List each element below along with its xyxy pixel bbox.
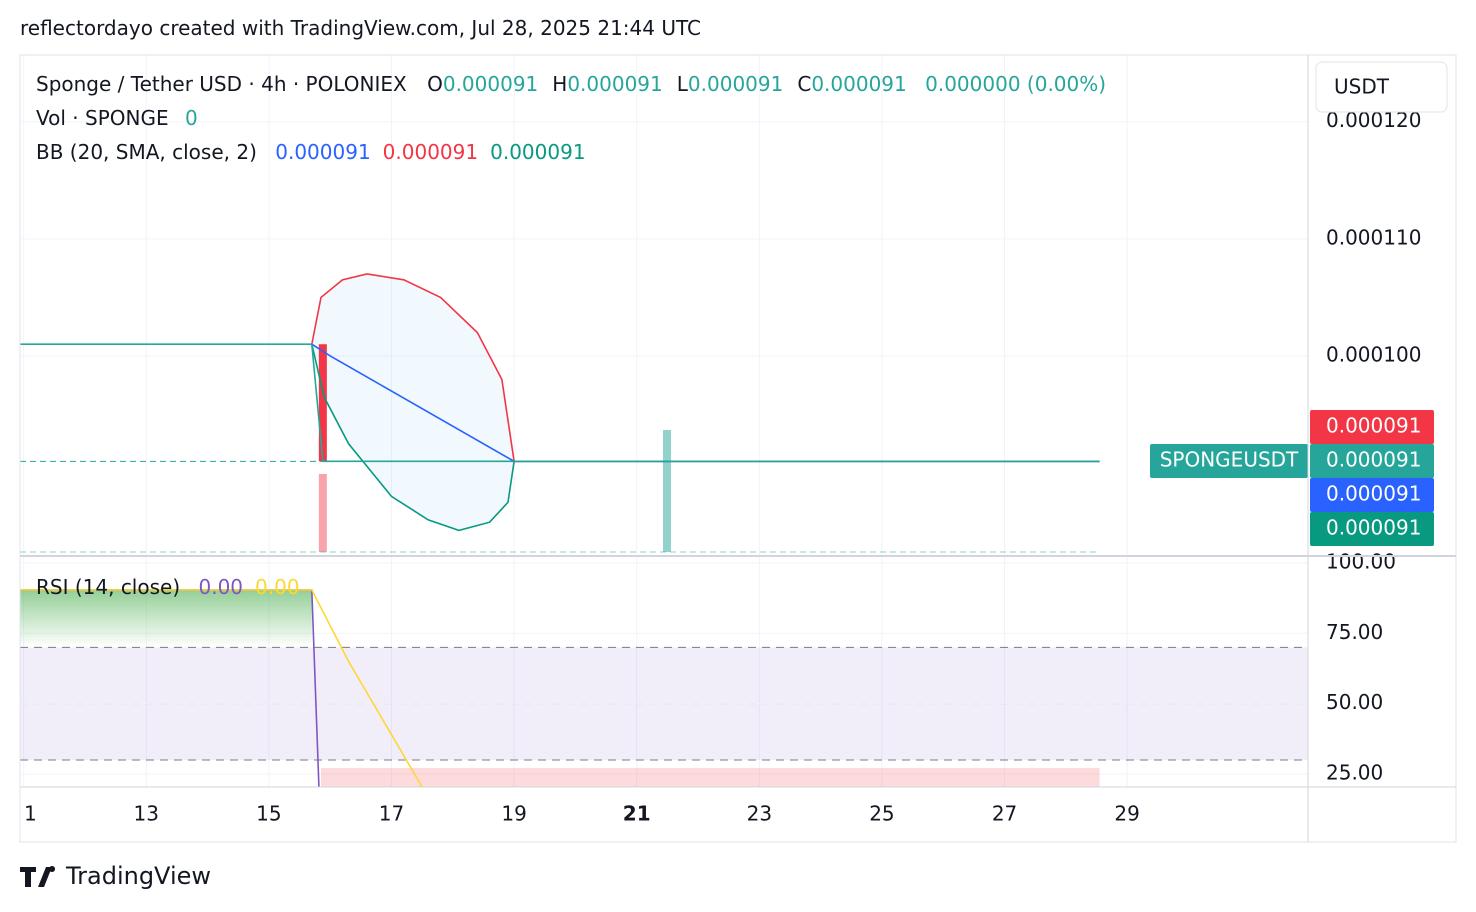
- symbol: Sponge / Tether USD · 4h · POLONIEX: [36, 72, 407, 96]
- ohlc-value: 0.000091: [811, 72, 907, 96]
- symbol-tag: SPONGEUSDT: [1160, 448, 1299, 472]
- bb-values: 0.000091 0.000091 0.000091: [263, 140, 585, 164]
- bb-value: 0.000091: [382, 140, 479, 164]
- legend-bb: BB (20, SMA, close, 2) 0.000091 0.000091 0…: [36, 140, 586, 164]
- axis-price-label: 0.000091: [1326, 482, 1421, 506]
- overbought-fill: [20, 589, 312, 648]
- x-tick-label: 29: [1114, 802, 1139, 826]
- ohlc: O0.000091 H0.000091 L0.000091 C0.000091: [413, 72, 907, 96]
- ohlc-value: 0.000091: [567, 72, 663, 96]
- y-tick-label: 0.000100: [1326, 342, 1421, 366]
- change: 0.000000 (0.00%): [925, 72, 1107, 96]
- ohlc-label: O: [427, 72, 443, 96]
- rsi-values: 0.00 0.00: [187, 575, 300, 599]
- ohlc-label: C: [797, 72, 812, 96]
- x-tick-label: 21: [623, 802, 651, 826]
- line: [20, 589, 424, 787]
- legend-main: Sponge / Tether USD · 4h · POLONIEX O0.0…: [36, 72, 1106, 96]
- header: reflectordayo created with TradingView.c…: [20, 16, 701, 40]
- volume-title: Vol · SPONGE: [36, 106, 169, 130]
- oversold-fill: [321, 767, 1100, 787]
- x-tick-label: 1: [24, 802, 37, 826]
- candle: [318, 344, 327, 462]
- line: [20, 343, 1100, 463]
- ohlc-label: H: [552, 72, 568, 96]
- y-tick-label: 25.00: [1326, 761, 1383, 785]
- y-tick-label: 50.00: [1326, 690, 1383, 714]
- axis-price-tag: [1310, 410, 1434, 444]
- line: [311, 273, 1100, 463]
- rsi-value: 0.00: [198, 575, 244, 599]
- bb-fill: [311, 273, 1100, 531]
- x-tick-label: 25: [869, 802, 894, 826]
- x-tick-label: 17: [379, 802, 404, 826]
- line: [311, 344, 1100, 532]
- axis-price-tag: [1310, 478, 1434, 512]
- rsi-value: 0.00: [255, 575, 300, 599]
- volume-value: 0: [184, 106, 198, 130]
- x-tick-label: 15: [256, 802, 281, 826]
- legend-rsi: RSI (14, close) 0.00 0.00: [36, 575, 300, 599]
- currency-box[interactable]: [1315, 61, 1448, 113]
- axis-price-tag: [1310, 444, 1434, 478]
- frame: [19, 54, 1457, 843]
- rsi-title: RSI (14, close): [36, 575, 181, 599]
- y-tick-label: 0.000120: [1326, 108, 1421, 132]
- axis-price-label: 0.000091: [1326, 448, 1421, 472]
- ohlc-label: L: [676, 72, 688, 96]
- bb-title: BB (20, SMA, close, 2): [36, 140, 257, 164]
- footer: TradingView: [65, 862, 211, 890]
- x-tick-label: 19: [501, 802, 526, 826]
- bb-value: 0.000091: [490, 140, 586, 164]
- ohlc-value: 0.000091: [687, 72, 784, 96]
- axis-price-tag: [1310, 512, 1434, 546]
- axis-price-label: 0.000091: [1326, 414, 1421, 438]
- y-tick-label: 0.000110: [1326, 225, 1421, 249]
- x-tick-label: 27: [992, 802, 1017, 826]
- volume-bar: [663, 430, 671, 552]
- y-tick-label: 75.00: [1326, 620, 1383, 644]
- y-tick-label: 100.00: [1326, 549, 1396, 573]
- ohlc-value: 0.000091: [442, 72, 539, 96]
- logo: [20, 866, 56, 887]
- volume-bar: [318, 474, 327, 552]
- legend-volume: Vol · SPONGE 0: [36, 106, 198, 130]
- x-tick-label: 13: [134, 802, 159, 826]
- axis-price-label: 0.000091: [1326, 516, 1421, 540]
- currency: USDT: [1334, 75, 1390, 99]
- bb-value: 0.000091: [275, 140, 371, 164]
- x-tick-label: 23: [747, 802, 772, 826]
- symbol-tag-bg: [1150, 444, 1308, 478]
